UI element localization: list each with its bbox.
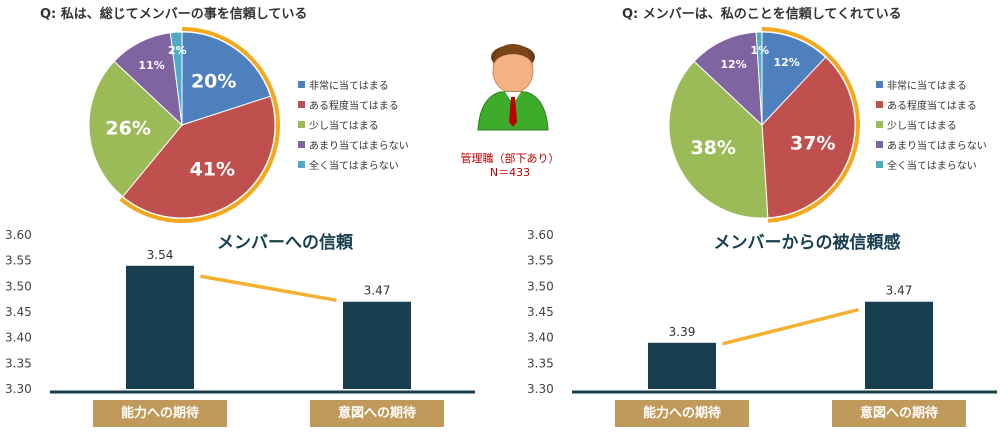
legend-item: 少し当てはまる xyxy=(876,114,987,134)
trend-line xyxy=(722,308,859,346)
pie-slice xyxy=(169,31,183,126)
bar xyxy=(865,301,933,389)
bar-chart-title: メンバーからの被信頼感 xyxy=(714,232,901,253)
respondent-count: N＝433 xyxy=(489,166,531,179)
legend-label: 非常に当てはまる xyxy=(887,80,967,92)
category-label: 意図への期待 xyxy=(338,405,416,421)
legend-label: ある程度当てはまる xyxy=(309,100,399,112)
pie-slice xyxy=(668,60,769,219)
y-tick-label: 3.40 xyxy=(527,331,554,345)
legend-item: あまり当てはまらない xyxy=(876,134,987,154)
pie-slice xyxy=(181,31,272,126)
bar-chart-title: メンバーへの信頼 xyxy=(217,232,354,253)
legend-label: 全く当てはまらない xyxy=(309,160,399,172)
legend-item: 非常に当てはまる xyxy=(298,74,409,94)
pie-value-label: 41% xyxy=(190,159,235,181)
pie-slice xyxy=(761,31,827,127)
legend-item: 全く当てはまらない xyxy=(298,154,409,174)
legend-swatch xyxy=(298,100,305,108)
pie1-legend: 非常に当てはまる ある程度当てはまる 少し当てはまる あまり当てはまらない 全く… xyxy=(298,74,409,174)
bar-value-label: 3.47 xyxy=(364,284,391,298)
legend-swatch xyxy=(876,160,883,168)
category-band xyxy=(310,400,444,427)
pie-value-label: 38% xyxy=(690,137,735,159)
legend-item: ある程度当てはまる xyxy=(298,94,409,114)
legend-label: 全く当てはまらない xyxy=(887,160,977,172)
legend-item: 少し当てはまる xyxy=(298,114,409,134)
bar xyxy=(126,265,194,389)
legend-swatch xyxy=(876,80,883,88)
legend-swatch xyxy=(876,140,883,148)
legend-item: 全く当てはまらない xyxy=(876,154,987,174)
pie2-title: Q: メンバーは、私のことを信頼してくれている xyxy=(622,7,902,22)
y-tick-label: 3.60 xyxy=(5,228,32,242)
bar-chart-4: 3.30 3.35 3.40 3.45 3.50 3.55 3.60 メンバーからの被信頼感 3… xyxy=(527,228,997,427)
pie-value-label: 37% xyxy=(790,132,835,154)
legend-label: 少し当てはまる xyxy=(887,120,957,132)
y-tick-label: 3.45 xyxy=(527,305,554,319)
y-tick-label: 3.50 xyxy=(527,279,554,293)
pie-value-label: 12% xyxy=(773,56,799,69)
legend-swatch xyxy=(298,80,305,88)
legend-label: あまり当てはまらない xyxy=(309,140,409,152)
pie-value-label: 20% xyxy=(191,70,236,92)
category-band xyxy=(615,400,749,427)
bar-value-label: 3.39 xyxy=(669,325,696,339)
y-tick-label: 3.30 xyxy=(527,382,554,396)
pie1-title: Q: 私は、総じてメンバーの事を信頼している xyxy=(40,7,308,22)
pie-slice xyxy=(761,56,856,219)
y-tick-label: 3.30 xyxy=(5,382,32,396)
pie-chart-2: 12% 37% 38% 12% 1% xyxy=(668,27,861,223)
legend-label: あまり当てはまらない xyxy=(887,140,987,152)
pie-slice xyxy=(122,95,276,219)
pie-value-label: 2% xyxy=(168,44,187,57)
legend-swatch xyxy=(876,100,883,108)
category-band xyxy=(832,400,966,427)
pie-slice xyxy=(693,31,763,127)
y-tick-label: 3.40 xyxy=(5,331,32,345)
bar-value-label: 3.54 xyxy=(147,248,174,262)
legend-swatch xyxy=(298,120,305,128)
legend-label: ある程度当てはまる xyxy=(887,100,977,112)
pie-slice xyxy=(755,31,763,126)
pie-highlight-ring xyxy=(761,27,861,223)
legend-swatch xyxy=(298,140,305,148)
category-label: 能力への期待 xyxy=(121,405,199,421)
bar-value-label: 3.47 xyxy=(886,284,913,298)
legend-label: 非常に当てはまる xyxy=(309,80,389,92)
category-band xyxy=(93,400,227,427)
pie-highlight-ring xyxy=(119,27,280,223)
y-tick-label: 3.50 xyxy=(5,279,32,293)
legend-item: あまり当てはまらない xyxy=(298,134,409,154)
y-tick-label: 3.55 xyxy=(527,254,554,268)
y-tick-label: 3.45 xyxy=(5,305,32,319)
bar xyxy=(648,342,716,389)
y-tick-label: 3.35 xyxy=(5,356,32,370)
legend-item: 非常に当てはまる xyxy=(876,74,987,94)
legend-swatch xyxy=(298,160,305,168)
manager-person-icon xyxy=(477,44,549,131)
y-tick-label: 3.35 xyxy=(527,356,554,370)
y-tick-label: 3.60 xyxy=(527,228,554,242)
bar-chart-3: 3.30 3.35 3.40 3.45 3.50 3.55 3.60 メンバーへの信頼 3.54… xyxy=(5,228,475,427)
pie-value-label: 11% xyxy=(138,59,164,72)
legend-label: 少し当てはまる xyxy=(309,120,379,132)
category-label: 能力への期待 xyxy=(643,405,721,421)
y-tick-label: 3.55 xyxy=(5,254,32,268)
pie-chart-1: 20% 41% 26% 11% 2% xyxy=(88,27,280,223)
bar xyxy=(343,301,411,389)
pie-slice xyxy=(88,60,183,198)
trend-line xyxy=(200,274,337,302)
legend-item: ある程度当てはまる xyxy=(876,94,987,114)
pie-value-label: 12% xyxy=(720,58,746,71)
pie-value-label: 26% xyxy=(105,117,150,139)
respondent-group: 管理職（部下あり） xyxy=(460,152,560,165)
pie-value-label: 1% xyxy=(750,44,769,57)
category-label: 意図への期待 xyxy=(860,405,938,421)
legend-swatch xyxy=(876,120,883,128)
pie2-legend: 非常に当てはまる ある程度当てはまる 少し当てはまる あまり当てはまらない 全く… xyxy=(876,74,987,174)
respondent-label: 管理職（部下あり） N＝433 xyxy=(450,152,570,180)
